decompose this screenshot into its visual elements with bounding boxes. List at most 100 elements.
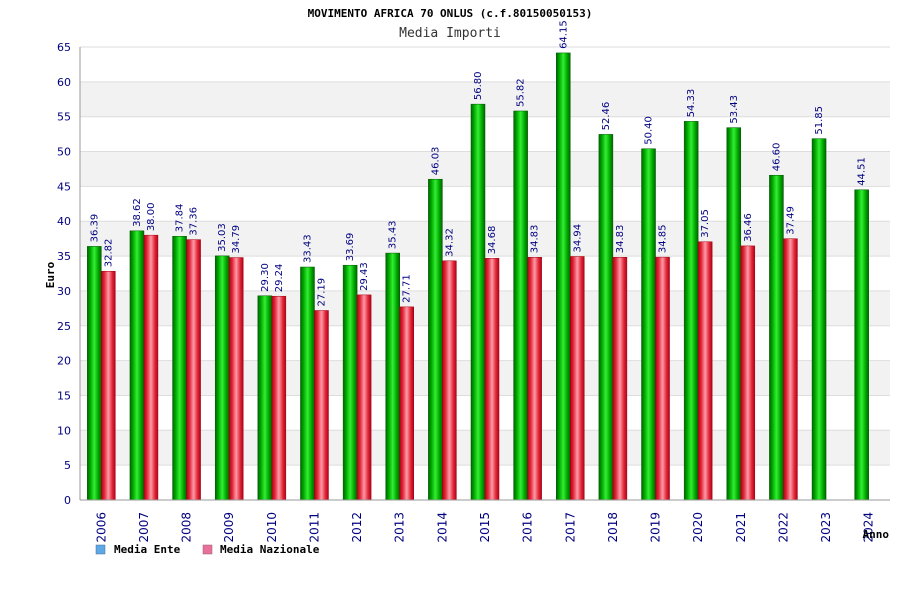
- value-label-media-nazionale-2015: 34.68: [487, 226, 498, 255]
- legend-swatch-media-ente: [95, 544, 106, 555]
- value-label-media-ente-2006: 36.39: [89, 214, 100, 243]
- x-tick-label-2016: 2016: [521, 512, 535, 543]
- x-tick-label-2017: 2017: [563, 512, 577, 543]
- bar-media-ente-2018: [598, 134, 614, 501]
- value-label-media-ente-2021: 53.43: [729, 95, 740, 124]
- y-tick-label: 10: [57, 424, 71, 437]
- y-tick-label: 65: [57, 41, 71, 54]
- bar-media-ente-2006: [87, 246, 102, 501]
- value-label-media-ente-2018: 52.46: [601, 102, 612, 131]
- bar-media-nazionale-2006: [101, 271, 116, 501]
- x-tick-label-2019: 2019: [649, 512, 663, 543]
- y-tick-label: 35: [57, 250, 71, 263]
- value-label-media-ente-2012: 33.69: [345, 233, 356, 262]
- legend-swatch-media-nazionale: [202, 544, 213, 555]
- value-label-media-ente-2016: 55.82: [516, 78, 527, 107]
- x-tick-label-2018: 2018: [606, 512, 620, 543]
- y-tick-label: 30: [57, 285, 71, 298]
- bar-media-nazionale-2015: [484, 258, 500, 501]
- bar-media-ente-2022: [769, 174, 784, 501]
- bar-media-ente-2023: [811, 138, 827, 501]
- x-tick-label-2012: 2012: [350, 512, 364, 543]
- bar-media-nazionale-2010: [271, 295, 287, 501]
- bar-media-nazionale-2009: [228, 257, 244, 501]
- bar-media-ente-2007: [129, 230, 145, 501]
- bar-media-nazionale-2014: [442, 260, 457, 501]
- bars: [87, 52, 869, 501]
- bar-media-ente-2014: [428, 178, 443, 501]
- value-label-media-ente-2007: 38.62: [132, 198, 143, 227]
- bar-media-nazionale-2012: [356, 294, 372, 501]
- x-tick-label-2014: 2014: [435, 512, 449, 543]
- value-label-media-ente-2017: 64.15: [558, 20, 569, 49]
- x-tick-label-2021: 2021: [734, 512, 748, 543]
- bar-media-nazionale-2022: [783, 238, 798, 501]
- value-label-media-nazionale-2012: 29.43: [359, 262, 370, 291]
- value-label-media-ente-2011: 33.43: [302, 234, 313, 263]
- value-label-media-ente-2023: 51.85: [814, 106, 825, 135]
- bar-media-ente-2013: [385, 252, 400, 501]
- y-tick-label: 55: [57, 111, 71, 124]
- y-tick-label: 50: [57, 146, 71, 159]
- x-tick-label-2013: 2013: [393, 512, 407, 543]
- x-tick-label-2008: 2008: [180, 512, 194, 543]
- x-axis-ticks: 2006 2007 2008 2009 2010 2011 2012 2013 2014 2015…: [94, 512, 875, 543]
- value-label-media-ente-2024: 44.51: [857, 157, 868, 186]
- value-label-media-ente-2013: 35.43: [388, 220, 399, 249]
- bar-media-ente-2015: [470, 103, 486, 501]
- value-label-media-ente-2019: 50.40: [644, 116, 655, 145]
- legend-label-media-nazionale: Media Nazionale: [220, 543, 320, 556]
- y-tick-label: 60: [57, 76, 71, 89]
- y-tick-label: 45: [57, 180, 71, 193]
- y-tick-label: 25: [57, 320, 71, 333]
- value-label-media-nazionale-2008: 37.36: [189, 207, 200, 236]
- y-tick-label: 15: [57, 389, 71, 402]
- bar-media-nazionale-2008: [186, 239, 201, 501]
- value-label-media-ente-2009: 35.03: [217, 223, 228, 252]
- value-label-media-ente-2015: 56.80: [473, 72, 484, 101]
- x-tick-label-2015: 2015: [478, 512, 492, 543]
- y-tick-label: 40: [57, 215, 71, 228]
- legend: Media Ente Media Nazionale: [95, 543, 320, 556]
- bar-media-nazionale-2021: [740, 245, 756, 501]
- bar-media-nazionale-2011: [314, 310, 329, 501]
- bar-media-ente-2020: [683, 121, 699, 501]
- value-label-media-nazionale-2014: 34.32: [444, 228, 455, 257]
- bar-media-ente-2009: [214, 255, 230, 501]
- value-label-media-ente-2008: 37.84: [175, 204, 186, 233]
- value-label-media-ente-2010: 29.30: [260, 263, 271, 292]
- bar-media-nazionale-2018: [612, 257, 628, 501]
- y-axis-ticks: 0 5 10 15 20 25 30 35 40 45 50 55 60 65: [57, 41, 71, 507]
- bar-media-ente-2012: [342, 264, 358, 501]
- value-label-media-nazionale-2018: 34.83: [615, 225, 626, 254]
- bar-media-nazionale-2016: [527, 257, 542, 501]
- x-tick-label-2009: 2009: [222, 512, 236, 543]
- x-tick-label-2010: 2010: [265, 512, 279, 543]
- bar-media-nazionale-2019: [655, 256, 670, 501]
- legend-label-media-ente: Media Ente: [114, 543, 181, 556]
- value-label-media-nazionale-2007: 38.00: [146, 203, 157, 232]
- bar-media-ente-2011: [300, 266, 315, 501]
- value-label-media-nazionale-2021: 36.46: [743, 213, 754, 242]
- value-label-media-ente-2020: 54.33: [686, 89, 697, 118]
- value-label-media-nazionale-2011: 27.19: [316, 278, 327, 307]
- x-tick-label-2020: 2020: [691, 512, 705, 543]
- value-label-media-nazionale-2009: 34.79: [231, 225, 242, 254]
- value-label-media-nazionale-2020: 37.05: [700, 209, 711, 238]
- y-tick-label: 20: [57, 355, 71, 368]
- y-axis-label: Euro: [44, 261, 57, 288]
- bar-media-ente-2019: [641, 148, 656, 501]
- bar-media-ente-2016: [513, 110, 528, 501]
- bar-media-nazionale-2017: [570, 256, 585, 501]
- value-label-media-ente-2022: 46.60: [771, 143, 782, 172]
- bar-media-nazionale-2013: [399, 306, 414, 501]
- value-label-media-nazionale-2013: 27.71: [402, 274, 413, 303]
- bar-media-ente-2024: [854, 189, 869, 501]
- x-tick-label-2024: 2024: [862, 512, 876, 543]
- x-tick-label-2023: 2023: [819, 512, 833, 543]
- chart-title: MOVIMENTO AFRICA 70 ONLUS (c.f.801500501…: [308, 7, 593, 20]
- bar-media-ente-2010: [257, 295, 273, 501]
- value-label-media-ente-2014: 46.03: [430, 147, 441, 176]
